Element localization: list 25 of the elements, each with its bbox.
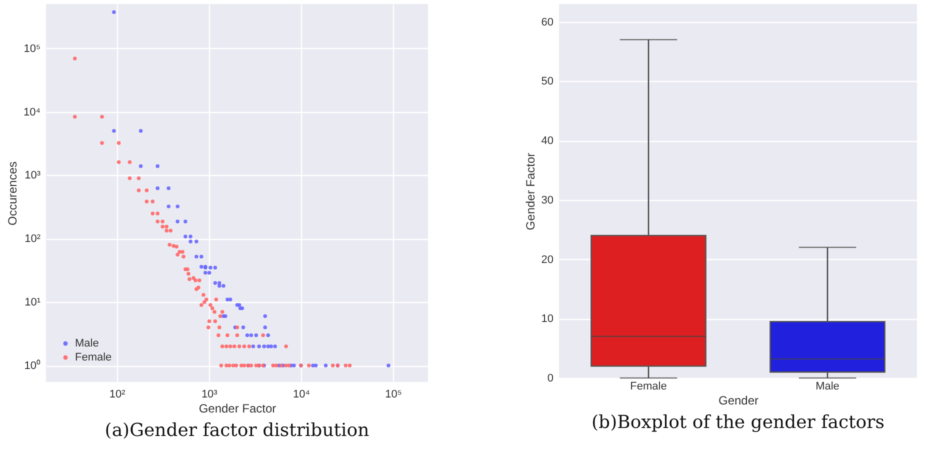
- y-tick-label: 10²: [24, 233, 41, 246]
- y-tick-label: 10¹: [24, 296, 41, 309]
- y-tick-label: 40: [541, 135, 554, 148]
- y-tick-label: 10⁴: [24, 106, 41, 118]
- y-tick-label: 10: [541, 313, 554, 326]
- y-axis-title: Occurences: [6, 161, 20, 226]
- x-axis-title: Gender Factor: [198, 402, 276, 416]
- y-tick-label: 50: [541, 76, 554, 88]
- x-tick-label: 10³: [201, 388, 218, 400]
- y-tick-label: 30: [541, 194, 554, 206]
- y-tick-label: 60: [541, 16, 554, 28]
- x-tick-label: 10⁴: [292, 388, 310, 400]
- y-axis-title: Gender Factor: [523, 152, 538, 230]
- x-tick-label: 10²: [109, 388, 126, 400]
- x-tick-label: 10⁵: [385, 388, 402, 400]
- y-tick-label: 10⁰: [24, 359, 40, 372]
- y-tick-label: 0: [547, 372, 554, 384]
- y-tick-label: 10⁵: [24, 42, 40, 55]
- text: (b)Boxplot of the gender factors: [592, 412, 884, 433]
- y-tick-label: 20: [541, 254, 554, 266]
- legend-label: Female: [75, 352, 112, 364]
- text: (a)Gender factor distribution: [104, 420, 370, 441]
- legend-label: Male: [75, 338, 99, 350]
- x-axis-title: Gender: [718, 394, 759, 408]
- y-tick-label: 10³: [24, 170, 41, 182]
